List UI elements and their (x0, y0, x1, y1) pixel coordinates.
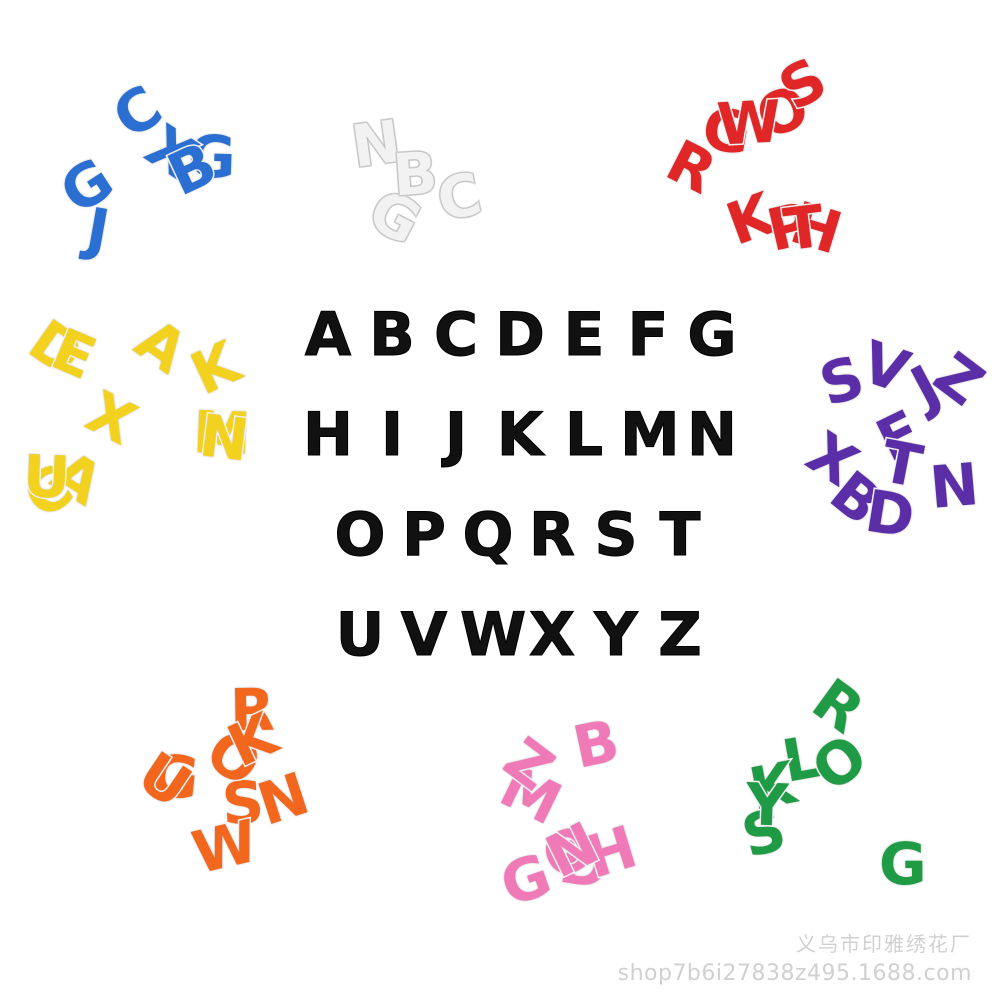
alphabet-letter-patch: F (627, 300, 669, 371)
alphabet-letter-patch: A (304, 300, 352, 371)
shop-watermark: 义乌市印雅绣花厂 shop7b6i27838z495.1688.com (618, 928, 972, 986)
letter-patch: B (566, 705, 626, 784)
alphabet-letter-patch: D (495, 300, 546, 371)
alphabet-letter-patch: K (496, 400, 544, 471)
letter-patch: U (20, 441, 72, 514)
letter-patch: N (926, 449, 983, 524)
alphabet-letter-patch: M (620, 400, 681, 471)
alphabet-letter-patch: N (686, 400, 738, 471)
letter-patch: C (99, 70, 175, 153)
watermark-shop-url: shop7b6i27838z495.1688.com (617, 961, 972, 986)
alphabet-letter-patch: Y (594, 600, 638, 671)
letter-patch: B (389, 137, 441, 211)
letter-patch: W (714, 86, 784, 160)
alphabet-letter-patch: E (563, 300, 605, 371)
alphabet-letter-patch: Q (462, 500, 514, 571)
letter-patch: S (810, 341, 873, 421)
alphabet-letter-patch: X (528, 600, 576, 671)
alphabet-letter-patch: T (659, 500, 701, 571)
alphabet-letter-patch: L (564, 400, 604, 471)
alphabet-letter-patch: G (687, 300, 737, 371)
letter-patch: K (179, 326, 251, 410)
letter-patch: Y (743, 769, 790, 841)
watermark-shop-name: 义乌市印雅绣花厂 (796, 932, 972, 956)
alphabet-letter-patch: C (433, 300, 479, 371)
alphabet-letter-patch: J (444, 400, 468, 471)
letter-patch: X (75, 376, 149, 460)
alphabet-letter-patch: B (369, 300, 416, 371)
alphabet-letter-patch: S (594, 500, 638, 571)
letter-patch: G (878, 830, 929, 898)
alphabet-letter-patch: U (335, 600, 385, 671)
alphabet-letter-patch: W (460, 600, 527, 671)
alphabet-letter-patch: R (528, 500, 576, 571)
alphabet-letter-patch: P (402, 500, 447, 571)
letter-patch: T (779, 190, 830, 265)
letter-patch: W (185, 805, 266, 889)
letter-patch: C (430, 158, 489, 236)
alphabet-letter-patch: V (400, 600, 448, 671)
alphabet-letter-patch: I (380, 400, 404, 471)
alphabet-letter-patch: Z (658, 600, 703, 671)
alphabet-letter-patch: H (302, 400, 354, 471)
letter-patch: N (195, 400, 254, 476)
alphabet-letter-patch: O (334, 500, 386, 571)
